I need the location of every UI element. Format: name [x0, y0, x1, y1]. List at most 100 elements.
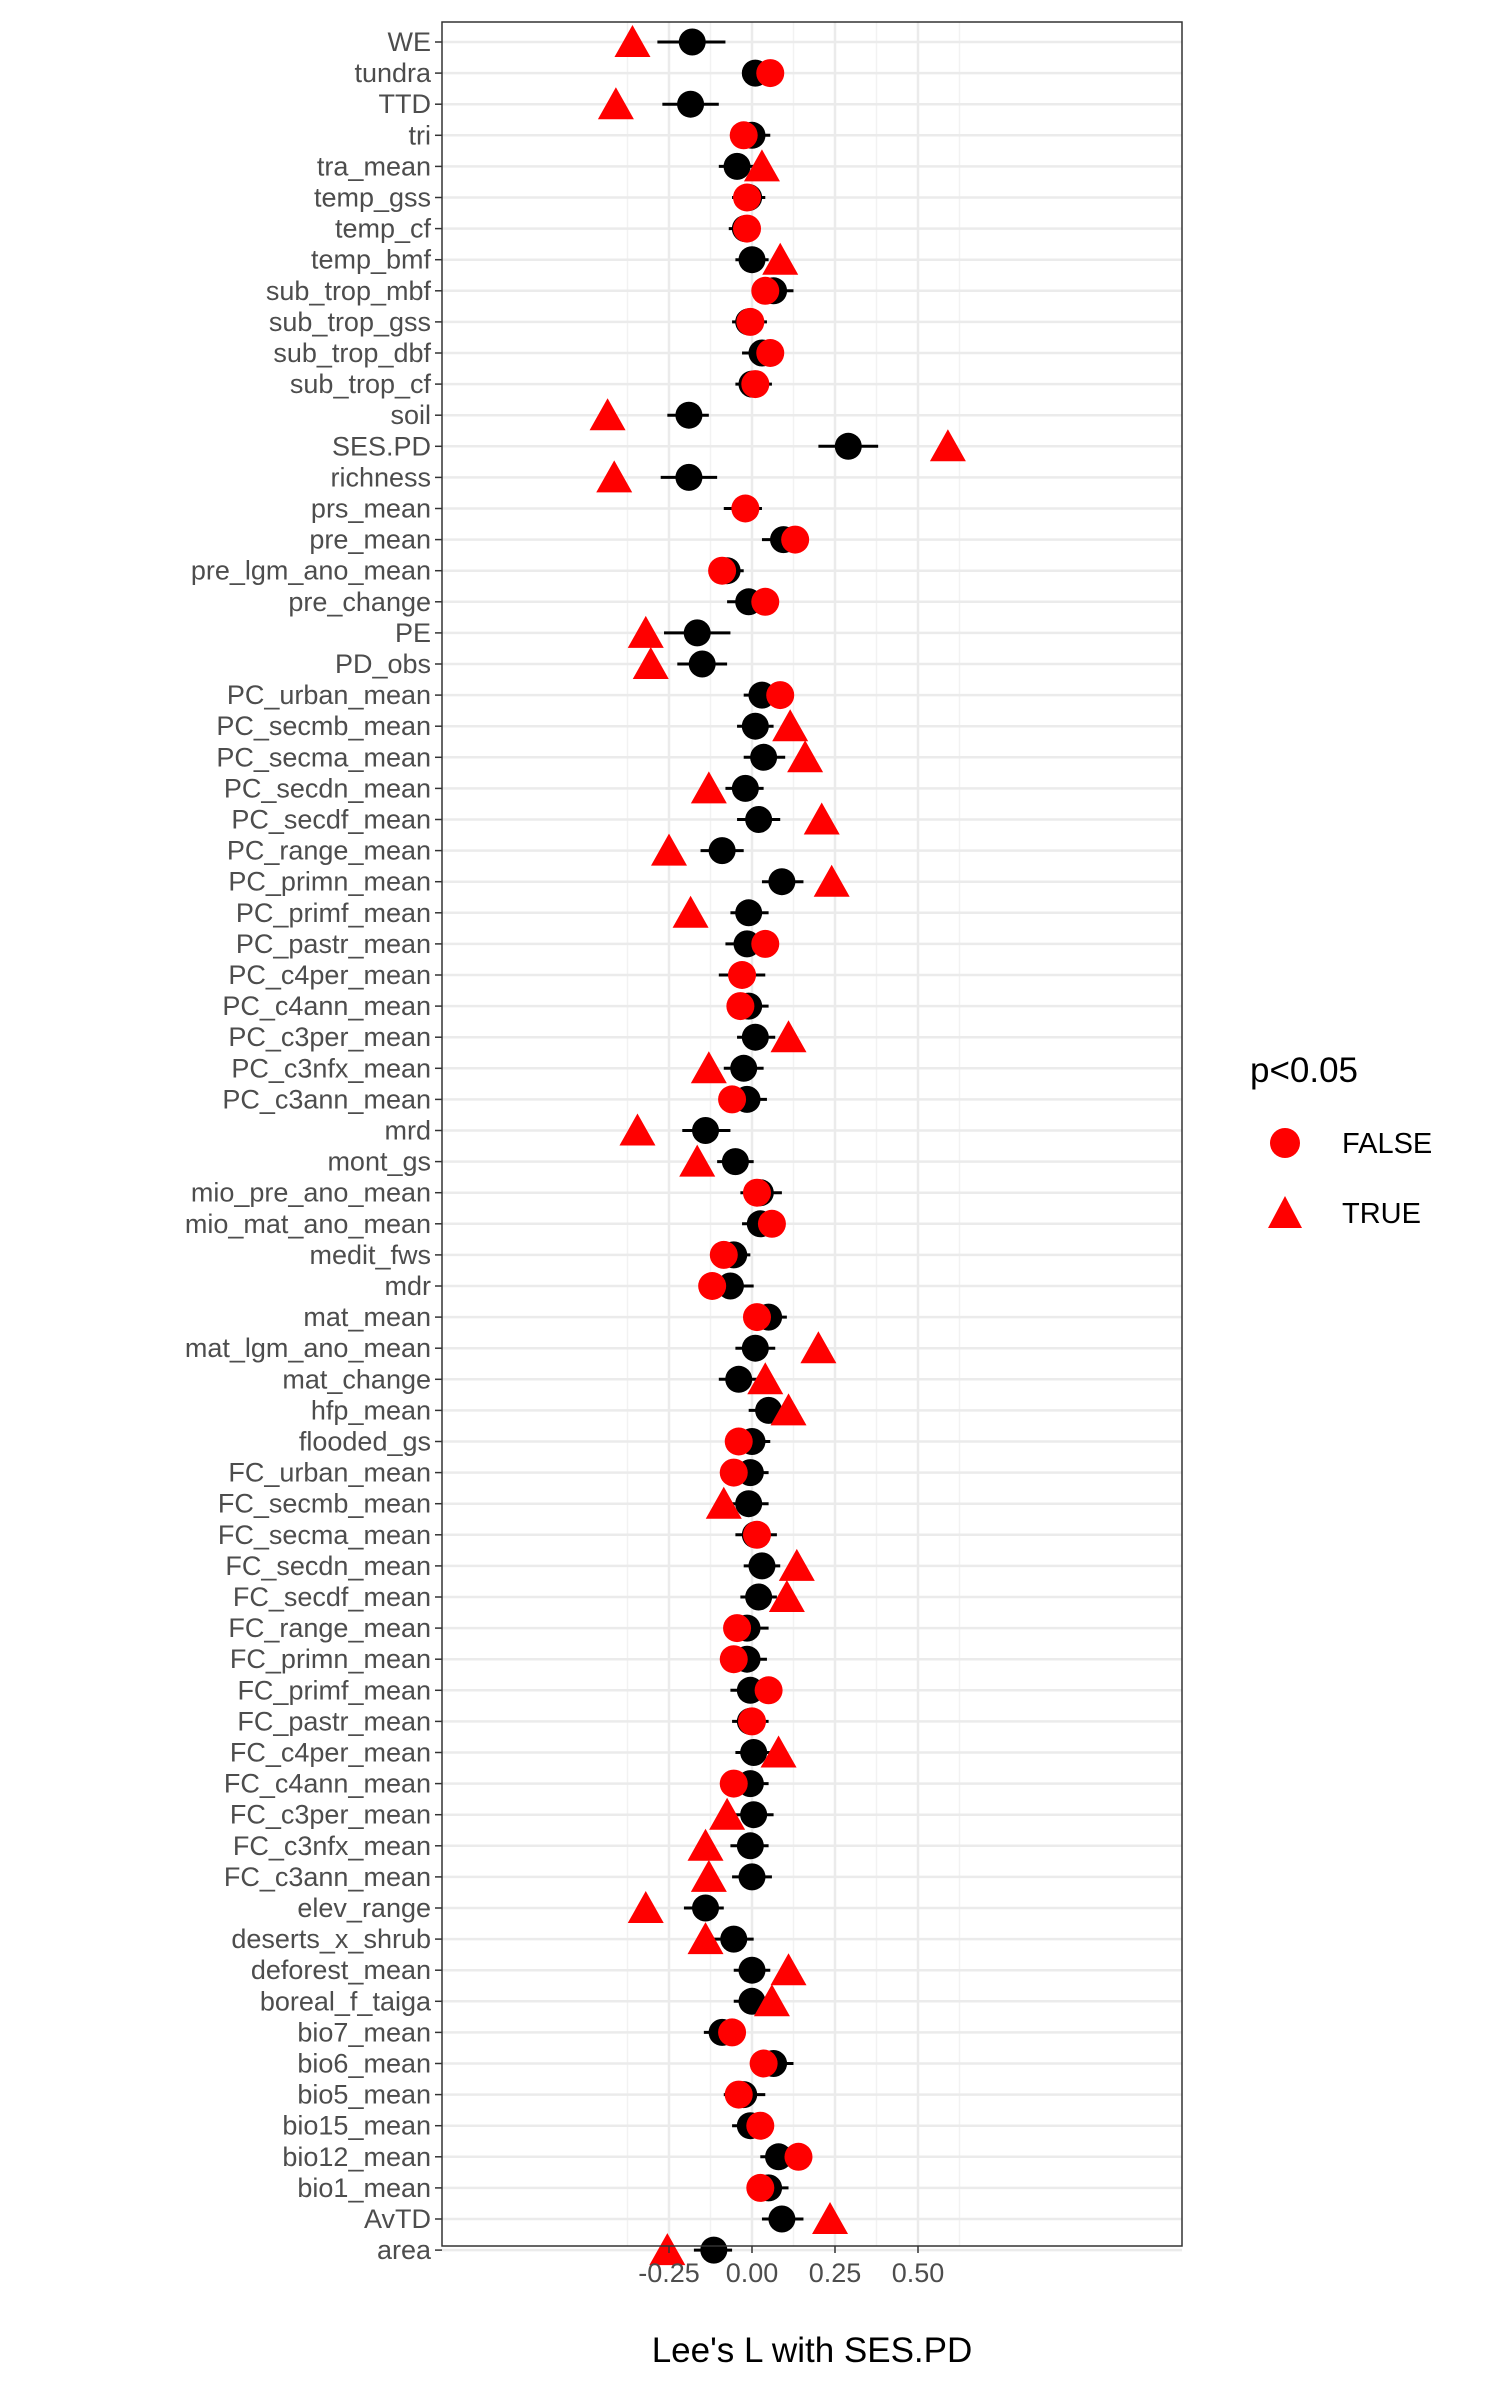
y-tick-label: tundra [354, 58, 432, 88]
y-tick-label: FC_primf_mean [237, 1675, 431, 1705]
y-tick-label: tri [409, 120, 432, 150]
y-tick-label: FC_primn_mean [230, 1644, 431, 1674]
estimate-point [741, 1334, 769, 1362]
legend-title: p<0.05 [1250, 1051, 1358, 1090]
y-tick-label: PD_obs [335, 649, 431, 679]
y-tick-label: sub_trop_mbf [266, 276, 432, 306]
point-triangle-true [772, 709, 809, 742]
y-tick-label: FC_urban_mean [228, 1458, 431, 1488]
estimate-point [692, 1894, 720, 1922]
y-tick-label: pre_lgm_ano_mean [191, 556, 431, 586]
y-tick-label: FC_range_mean [228, 1613, 431, 1643]
point-circle-false [724, 2080, 753, 2109]
y-tick-label: PC_secdn_mean [224, 773, 431, 803]
y-tick-label: FC_c4per_mean [230, 1738, 431, 1768]
point-triangle-true [627, 1891, 664, 1923]
point-triangle-true [705, 1486, 742, 1519]
point-circle-false [736, 307, 765, 336]
point-triangle-true [778, 1548, 815, 1581]
estimate-point [738, 1863, 766, 1891]
y-tick-label: sub_trop_gss [269, 307, 431, 337]
y-tick-label: FC_c4ann_mean [224, 1769, 431, 1799]
y-tick-label: temp_cf [335, 214, 432, 244]
y-tick-label: bio7_mean [297, 2017, 431, 2047]
y-tick-label: FC_secdn_mean [225, 1551, 431, 1581]
estimate-point [700, 2236, 728, 2264]
point-circle-false [742, 1178, 771, 1207]
point-triangle-true [787, 740, 824, 773]
point-circle-false [738, 1707, 766, 1736]
point-circle-false [754, 1676, 783, 1705]
point-triangle-true [614, 25, 651, 57]
point-triangle-true [709, 1797, 746, 1830]
point-triangle-true [753, 1984, 790, 2017]
y-tick-label: elev_range [297, 1893, 431, 1923]
y-tick-label: FC_secma_mean [218, 1520, 431, 1550]
estimate-point [765, 2143, 793, 2171]
point-circle-false [733, 214, 762, 243]
point-circle-false [698, 1272, 727, 1300]
y-tick-label: mat_mean [303, 1302, 431, 1332]
point-circle-false [718, 1085, 747, 1114]
point-triangle-true [649, 2233, 686, 2266]
y-tick-label: PC_primf_mean [236, 898, 431, 928]
y-tick-label: SES.PD [332, 431, 431, 461]
y-tick-label: mio_mat_ano_mean [185, 1209, 431, 1239]
estimate-point [675, 463, 703, 491]
point-circle-false [751, 929, 780, 958]
x-tick-label: -0.25 [638, 2258, 700, 2288]
estimate-point [725, 1365, 753, 1393]
point-circle-false [731, 494, 760, 523]
estimate-point [768, 2205, 796, 2233]
estimate-point [675, 401, 703, 429]
estimate-point [723, 152, 751, 180]
point-circle-false [742, 1520, 771, 1549]
significance-points [589, 25, 966, 2266]
gridlines [442, 22, 1182, 2252]
y-tick-label: PC_c4ann_mean [222, 991, 431, 1021]
point-triangle-true [597, 87, 634, 120]
estimate-point [740, 1801, 768, 1829]
y-tick-label: bio15_mean [282, 2111, 431, 2141]
estimate-point [678, 28, 706, 56]
y-tick-label: PC_primn_mean [228, 867, 431, 897]
point-triangle-true [760, 1735, 797, 1768]
y-tick-label: PC_pastr_mean [236, 929, 431, 959]
y-tick-label: bio1_mean [297, 2173, 431, 2203]
y-tick-label: PC_c3nfx_mean [231, 1053, 431, 1083]
y-tick-label: PC_c4per_mean [228, 960, 431, 990]
x-tick-label: 0.50 [892, 2258, 945, 2288]
point-circle-false [784, 2142, 813, 2171]
point-triangle-true [803, 802, 840, 835]
point-circle-false [766, 681, 795, 710]
y-tick-label: PC_secdf_mean [231, 805, 431, 835]
y-tick-label: hfp_mean [311, 1395, 431, 1425]
y-tick-label: AvTD [364, 2204, 431, 2234]
y-tick-label: mio_pre_ano_mean [191, 1178, 431, 1208]
y-tick-label: pre_change [288, 587, 431, 617]
point-circle-false [719, 1458, 748, 1487]
point-triangle-true [800, 1331, 837, 1364]
estimate-point [730, 1054, 758, 1082]
estimate-point [745, 1583, 773, 1611]
y-tick-label: pre_mean [309, 525, 431, 555]
y-tick-label: area [377, 2235, 432, 2265]
plot-panel-background [442, 22, 1182, 2246]
y-tick-label: temp_bmf [311, 245, 432, 275]
point-triangle-true [813, 864, 850, 897]
y-tick-label: tra_mean [317, 151, 431, 181]
point-triangle-true [672, 895, 709, 928]
y-tick-label: PC_secmb_mean [216, 711, 431, 741]
y-tick-label: mrd [385, 1116, 432, 1146]
point-triangle-true [768, 1580, 805, 1612]
y-tick-label: richness [330, 462, 431, 492]
point-triangle-true [770, 1020, 807, 1053]
point-triangle-true [589, 398, 626, 431]
point-circle-false [756, 339, 785, 367]
estimate-point [683, 619, 711, 647]
estimate-point [750, 743, 778, 771]
point-circle-false [746, 2111, 775, 2140]
legend-label-false: FALSE [1342, 1128, 1432, 1160]
y-tick-label: PE [395, 618, 431, 648]
